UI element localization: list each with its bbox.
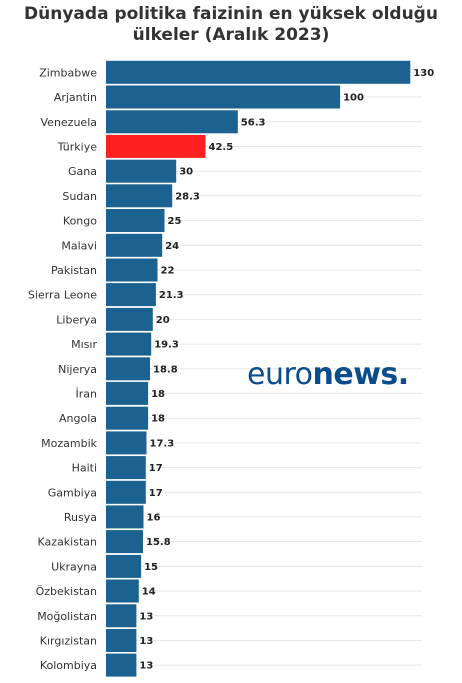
- category-label: Haiti: [72, 462, 97, 475]
- value-label: 13: [139, 661, 153, 672]
- category-label: Liberya: [56, 313, 97, 326]
- category-label: Zimbabwe: [39, 66, 97, 79]
- logo-euro: euro: [247, 357, 313, 392]
- category-label: Venezuela: [41, 116, 98, 129]
- bars: [106, 60, 411, 677]
- logo-news: news: [312, 357, 399, 392]
- value-label: 17: [149, 463, 163, 474]
- bar-16: [106, 431, 147, 455]
- category-labels: Zimbabwe Arjantin Venezuela Türkiye Gana Suda…: [28, 66, 98, 672]
- value-labels: 130 100 56.3 42.5 30 28.3 25 24 22 21.3 20 19.3 18.8…: [139, 68, 434, 672]
- value-label: 28.3: [175, 191, 200, 202]
- value-label: 25: [168, 216, 182, 227]
- value-label: 42.5: [209, 142, 234, 153]
- bar-22: [106, 579, 139, 603]
- category-label: Özbekistan: [36, 585, 97, 598]
- bar-15: [106, 406, 149, 430]
- euronews-logo: euronews.: [247, 357, 409, 393]
- value-label: 17: [149, 488, 163, 499]
- bar-20: [106, 530, 143, 554]
- bar-8: [106, 233, 163, 257]
- bar-24: [106, 629, 137, 652]
- chart-title: Dünyada politika faizinin en yüksek oldu…: [0, 4, 462, 46]
- category-label: Kongo: [63, 215, 97, 228]
- category-label: Kırgızistan: [40, 635, 97, 648]
- value-label: 130: [413, 68, 434, 79]
- value-label: 22: [161, 266, 175, 277]
- value-label: 18: [151, 414, 165, 425]
- category-label: Sudan: [62, 190, 97, 203]
- bar-1: [106, 60, 411, 84]
- category-label: Türkiye: [57, 140, 98, 153]
- value-label: 19.3: [154, 340, 179, 351]
- category-label: Nijerya: [58, 363, 97, 376]
- category-label: Sierra Leone: [28, 289, 97, 302]
- bar-3: [106, 110, 238, 134]
- category-label: Kazakistan: [38, 536, 97, 549]
- bar-7: [106, 209, 165, 232]
- category-label: Gana: [68, 165, 97, 178]
- value-label: 56.3: [241, 117, 266, 128]
- value-label: 16: [147, 512, 161, 523]
- value-label: 15: [144, 562, 158, 573]
- category-label: Malavi: [61, 239, 97, 252]
- value-label: 20: [156, 315, 170, 326]
- value-label: 13: [139, 636, 153, 647]
- category-label: Angola: [59, 412, 97, 425]
- category-label: Mozambik: [41, 437, 97, 450]
- bar-12: [106, 332, 152, 356]
- bar-2: [106, 85, 341, 109]
- category-label: Gambiya: [48, 486, 97, 499]
- category-label: Mısır: [71, 338, 97, 351]
- value-label: 14: [142, 587, 156, 598]
- bar-9: [106, 258, 158, 282]
- bar-25: [106, 653, 137, 677]
- value-label: 17.3: [150, 438, 175, 449]
- value-label: 21.3: [159, 290, 184, 301]
- bar-23: [106, 604, 137, 628]
- bar-4: [106, 134, 206, 158]
- category-label: Moğolistan: [37, 610, 97, 623]
- bar-13: [106, 357, 150, 381]
- category-label: Arjantin: [54, 91, 97, 104]
- chart-title-line-2: ülkeler (Aralık 2023): [132, 25, 330, 45]
- value-label: 13: [139, 611, 153, 622]
- bar-21: [106, 554, 142, 578]
- category-label: Pakistan: [51, 264, 97, 277]
- value-label: 24: [165, 241, 179, 252]
- bar-19: [106, 505, 144, 529]
- bar-11: [106, 307, 153, 331]
- gridlines: [106, 71, 422, 666]
- value-label: 18: [151, 389, 165, 400]
- category-label: Ukrayna: [51, 560, 97, 573]
- bar-6: [106, 184, 173, 208]
- bar-10: [106, 283, 156, 307]
- bar-17: [106, 456, 146, 480]
- value-label: 18.8: [153, 364, 178, 375]
- logo-dot: .: [397, 357, 409, 392]
- value-label: 100: [343, 93, 364, 104]
- category-label: Kolombiya: [40, 659, 97, 672]
- bar-5: [106, 159, 177, 183]
- category-label: İran: [76, 387, 98, 400]
- category-label: Rusya: [64, 511, 97, 524]
- chart-title-line-1: Dünyada politika faizinin en yüksek oldu…: [24, 4, 438, 24]
- bar-14: [106, 381, 149, 405]
- value-label: 15.8: [146, 537, 171, 548]
- value-label: 30: [179, 167, 193, 178]
- bar-18: [106, 480, 146, 504]
